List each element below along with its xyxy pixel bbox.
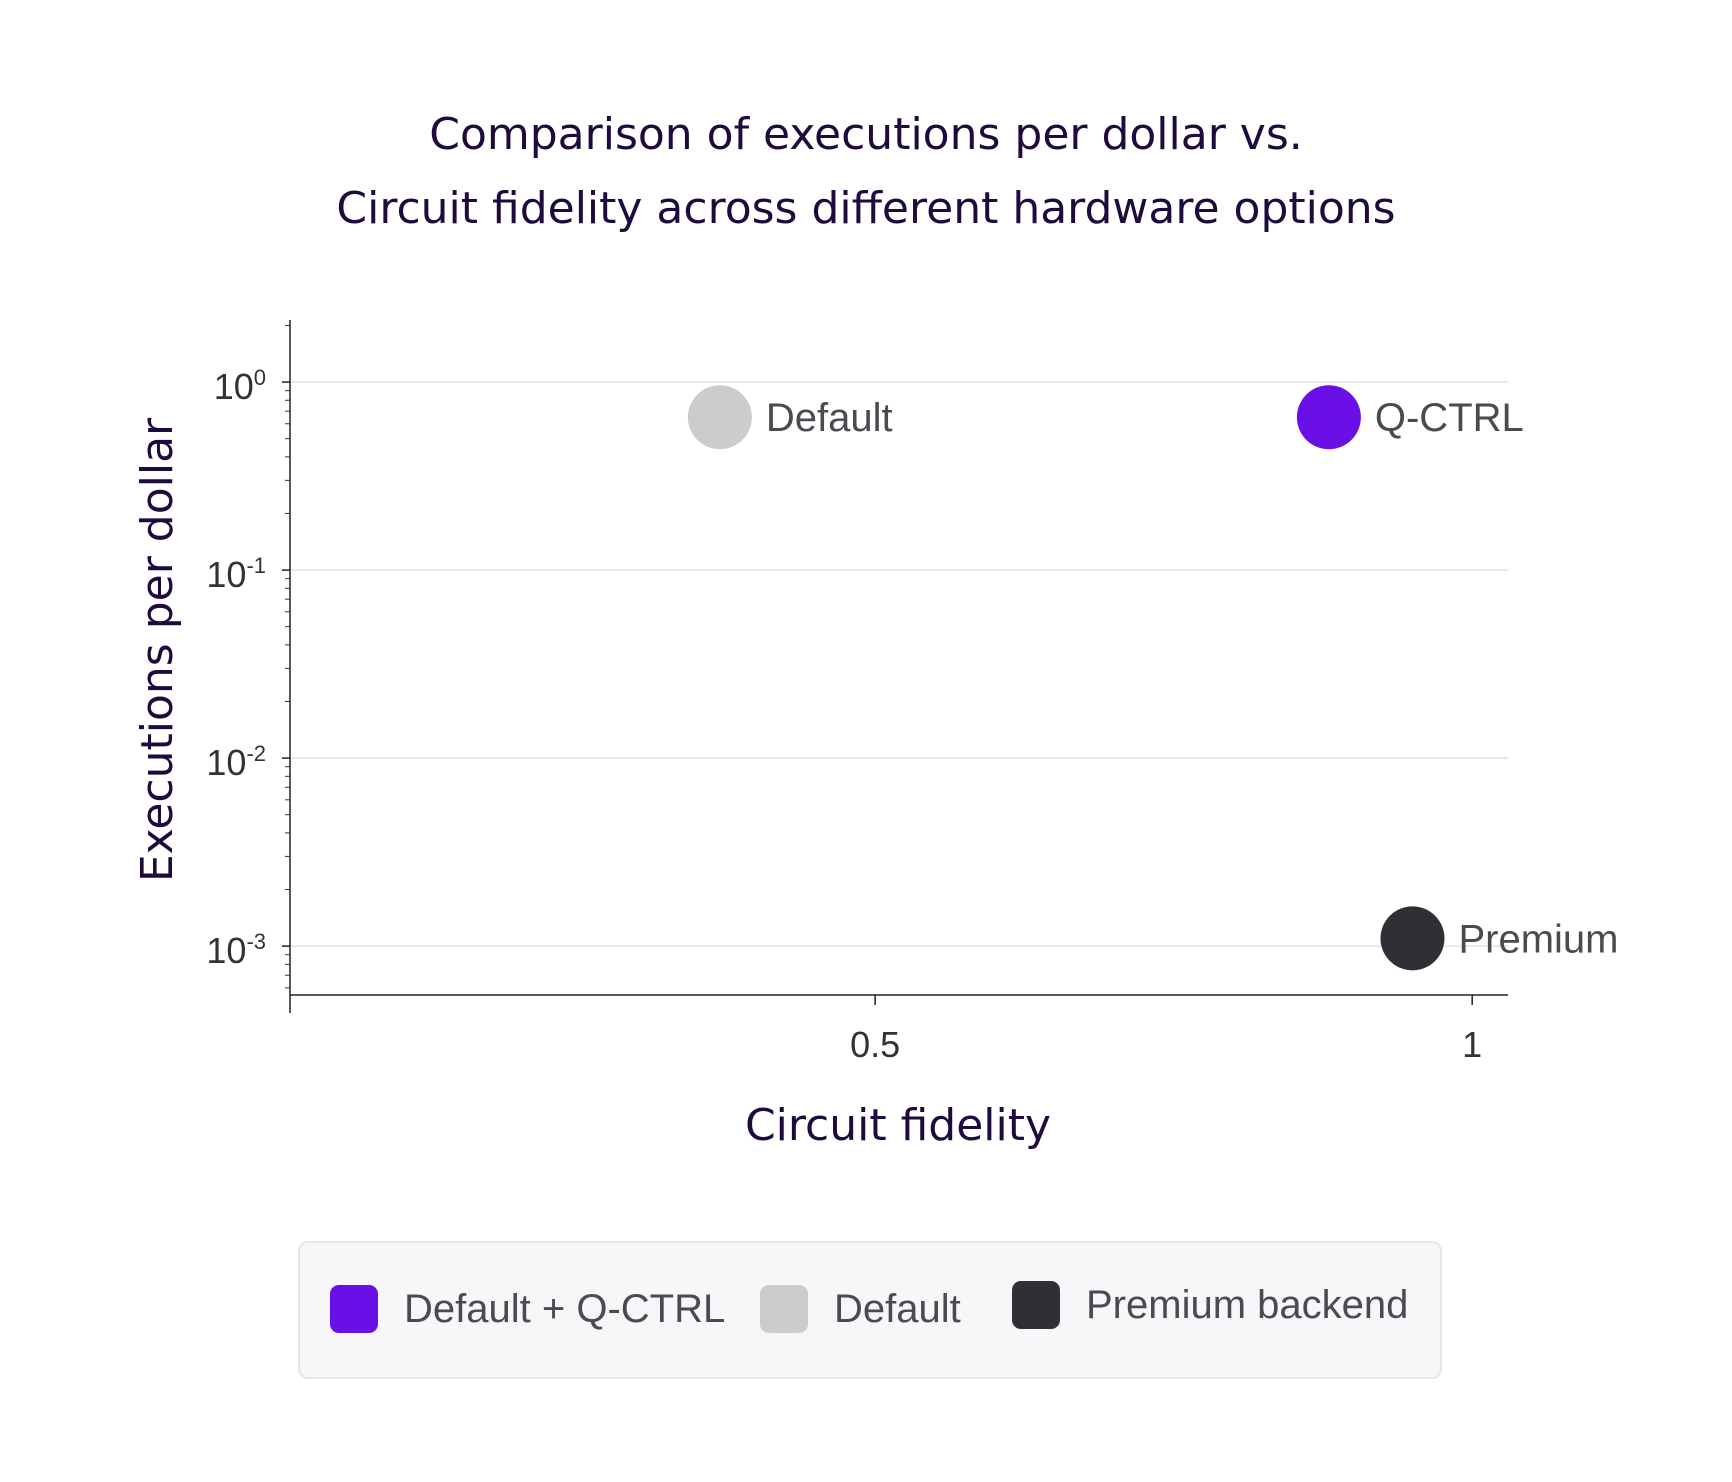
y-tick-label: 10-1 [206,553,266,595]
legend-item-default-qctrl: Default + Q-CTRL [330,1285,725,1333]
y-tick-label: 100 [214,365,266,407]
chart-title: Comparison of executions per dollar vs. … [0,98,1732,246]
data-point [1296,385,1361,450]
legend-label-default-qctrl: Default + Q-CTRL [404,1286,726,1331]
y-tick-label: 10-2 [206,741,266,783]
data-point-label: Q-CTRL [1375,396,1524,440]
data-point [687,385,752,450]
axes [289,320,1508,1013]
legend-label-default: Default [834,1286,961,1331]
data-points: Default Q-CTRL Premium [687,385,1619,971]
y-axis-label: Executions per dollar [132,417,183,882]
x-tick-label: 0.5 [850,1024,900,1065]
chart-title-line-1: Comparison of executions per dollar vs. [429,109,1303,160]
legend-swatch-premium [1012,1281,1060,1329]
axis-ticks: 100 10-1 10-2 10-3 0.5 1 [206,324,1482,1065]
y-tick-label: 10-3 [206,929,266,971]
data-point-label: Default [766,396,893,440]
grid-lines [290,381,1508,948]
legend-swatch-default [760,1285,808,1333]
legend-item-premium: Premium backend [1012,1281,1408,1329]
legend-item-default: Default [760,1285,961,1333]
chart-title-line-2: Circuit fidelity across different hardwa… [336,183,1396,234]
data-point-label: Premium [1458,917,1618,961]
legend-label-premium: Premium backend [1086,1282,1409,1327]
legend-swatch-default-qctrl [330,1285,378,1333]
chart-legend: Default + Q-CTRL Default Premium backend [298,1241,1442,1379]
x-tick-label: 1 [1462,1024,1482,1065]
x-axis-label: Circuit fidelity [745,1100,1051,1151]
data-point [1380,906,1445,971]
